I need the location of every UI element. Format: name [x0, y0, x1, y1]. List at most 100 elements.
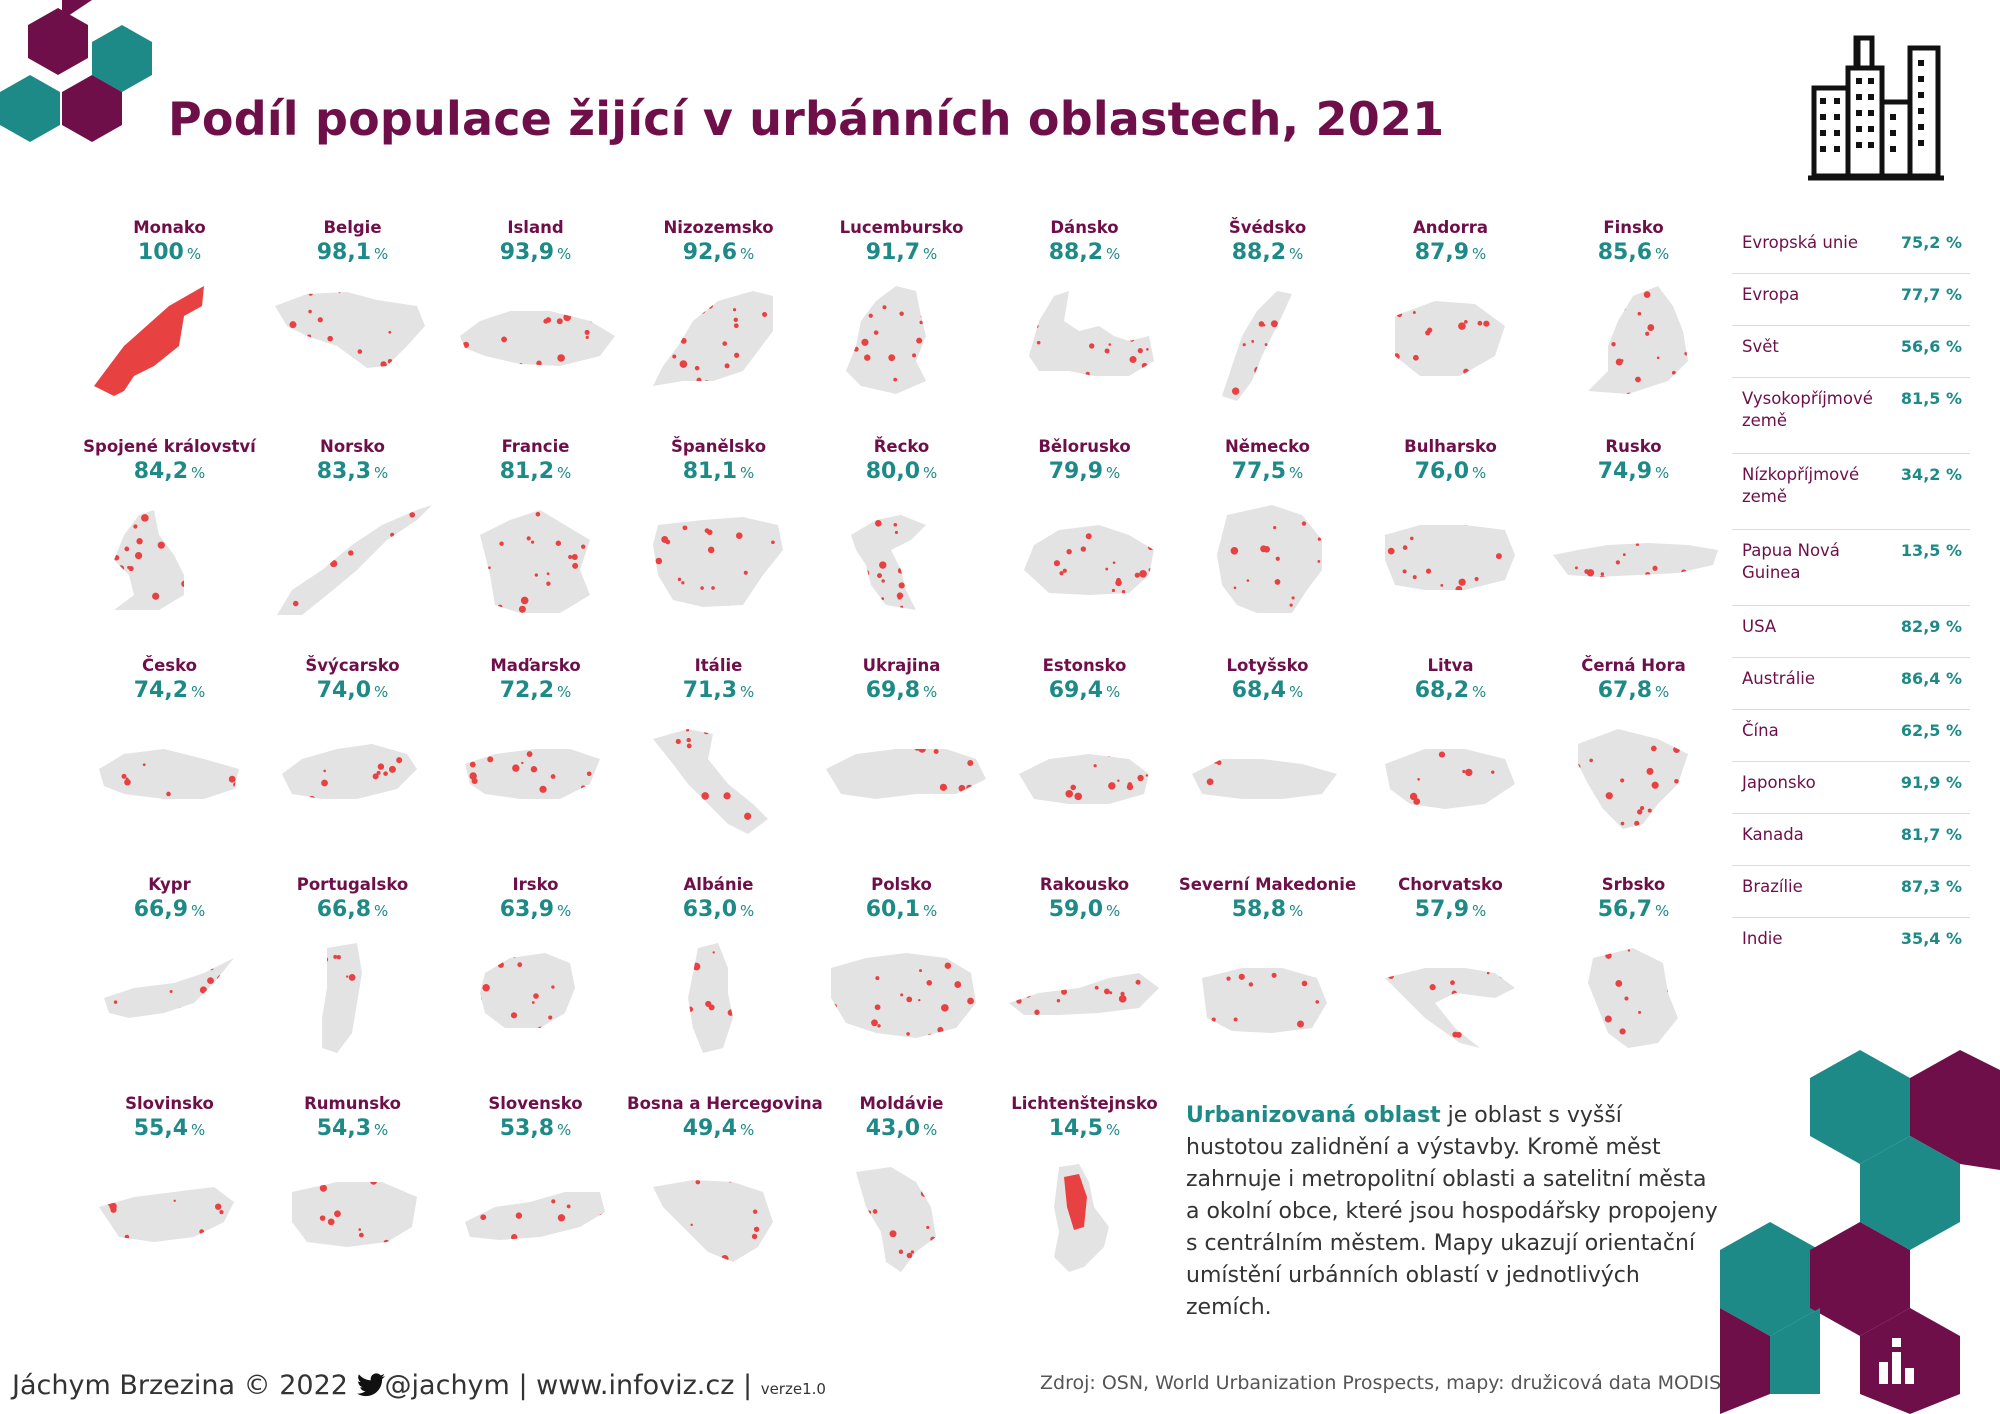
- urban-area: [230, 543, 237, 550]
- percent-unit: %: [1655, 464, 1670, 482]
- urban-area: [1382, 550, 1385, 553]
- percent-unit: %: [923, 683, 938, 701]
- urban-area: [1216, 332, 1222, 338]
- urban-area: [657, 337, 662, 342]
- urban-area: [157, 541, 165, 549]
- country-urban-value: 57,9: [1414, 897, 1469, 922]
- urban-area: [829, 289, 834, 294]
- urban-area: [1274, 357, 1277, 361]
- urban-area: [186, 1041, 189, 1044]
- urban-area: [345, 975, 349, 978]
- urban-area: [396, 757, 403, 764]
- urban-area: [550, 774, 556, 779]
- urban-area: [952, 608, 959, 615]
- urban-area: [142, 763, 146, 767]
- urban-area: [551, 985, 555, 989]
- urban-area: [916, 337, 923, 344]
- urban-area: [782, 1212, 787, 1217]
- urban-area: [107, 1201, 113, 1207]
- urban-area: [1463, 525, 1469, 526]
- percent-unit: %: [740, 902, 755, 920]
- urban-area: [584, 329, 590, 335]
- urban-area: [875, 976, 880, 981]
- urban-area: [856, 1246, 863, 1254]
- urban-area: [1466, 370, 1475, 376]
- urban-area: [214, 819, 220, 825]
- urban-area: [1301, 954, 1309, 962]
- urban-area: [751, 388, 756, 393]
- urban-area: [319, 1215, 326, 1221]
- urban-area: [1142, 973, 1147, 977]
- urban-area: [357, 349, 363, 354]
- urban-area: [1379, 321, 1386, 328]
- urban-area: [1643, 291, 1651, 298]
- urban-area: [1196, 998, 1202, 1004]
- urban-area: [108, 1050, 112, 1054]
- urban-area: [1412, 575, 1417, 580]
- urban-area: [1080, 1050, 1083, 1053]
- footer-website-link[interactable]: www.infoviz.cz: [536, 1370, 735, 1401]
- urban-area: [1516, 566, 1520, 570]
- urban-area: [1611, 342, 1616, 347]
- urban-area: [520, 596, 529, 605]
- urban-area: [679, 360, 688, 368]
- urban-area: [322, 956, 329, 963]
- urban-area: [1517, 731, 1520, 734]
- urban-area: [1129, 754, 1133, 756]
- urban-area: [1671, 370, 1676, 375]
- urban-area: [964, 585, 971, 592]
- urban-area: [193, 830, 196, 833]
- urban-area: [1320, 363, 1324, 367]
- urban-area: [1427, 327, 1433, 333]
- footer-twitter-handle[interactable]: @jachym: [384, 1370, 510, 1401]
- region-name: USA: [1742, 617, 1777, 636]
- urban-area: [1248, 982, 1254, 987]
- urban-area: [1054, 823, 1057, 826]
- urban-area: [1262, 323, 1266, 327]
- country-urban-value: 54,3: [316, 1116, 371, 1141]
- urban-area: [417, 730, 423, 736]
- country-map: [99, 1187, 234, 1242]
- urban-area: [1048, 511, 1054, 517]
- country-outline: [465, 749, 600, 799]
- footer-author: Jáchym Brzezina © 2022: [12, 1370, 348, 1401]
- percent-unit: %: [740, 1121, 755, 1139]
- urban-area: [380, 361, 387, 368]
- urban-area: [1303, 325, 1307, 329]
- percent-unit: %: [374, 464, 389, 482]
- country-map: [851, 515, 971, 615]
- urban-area: [1380, 828, 1383, 831]
- urban-area: [196, 609, 199, 612]
- urban-area: [588, 575, 590, 582]
- urban-area: [689, 800, 696, 807]
- urban-area: [487, 566, 491, 570]
- urban-area: [900, 993, 904, 997]
- country-map: [480, 510, 603, 613]
- country-urban-share: 93,9%: [444, 240, 627, 265]
- urban-area: [748, 737, 754, 743]
- twitter-bird-icon: [356, 1373, 385, 1397]
- urban-area: [1329, 571, 1332, 574]
- urban-area: [280, 333, 286, 339]
- country-card: Albánie 63,0%: [627, 875, 810, 1095]
- urban-area: [1126, 525, 1131, 530]
- region-value: 34,2 %: [1900, 465, 1962, 484]
- country-map: [104, 958, 234, 1054]
- country-outline: [1202, 968, 1327, 1033]
- urban-area: [414, 607, 421, 614]
- urban-area: [1385, 819, 1388, 822]
- urban-area: [575, 302, 580, 307]
- urban-area: [596, 587, 603, 594]
- country-map: [1196, 954, 1327, 1033]
- urban-area: [409, 783, 413, 787]
- urban-area: [1061, 988, 1068, 995]
- country-map: [1216, 291, 1324, 401]
- country-urban-value: 88,2: [1048, 240, 1103, 265]
- urban-area: [1565, 610, 1569, 614]
- urban-area: [739, 1009, 745, 1015]
- country-urban-share: 79,9%: [993, 459, 1176, 484]
- urban-area: [331, 516, 336, 521]
- urban-area: [419, 351, 425, 356]
- country-urban-value: 53,8: [499, 1116, 554, 1141]
- urban-area: [417, 384, 425, 392]
